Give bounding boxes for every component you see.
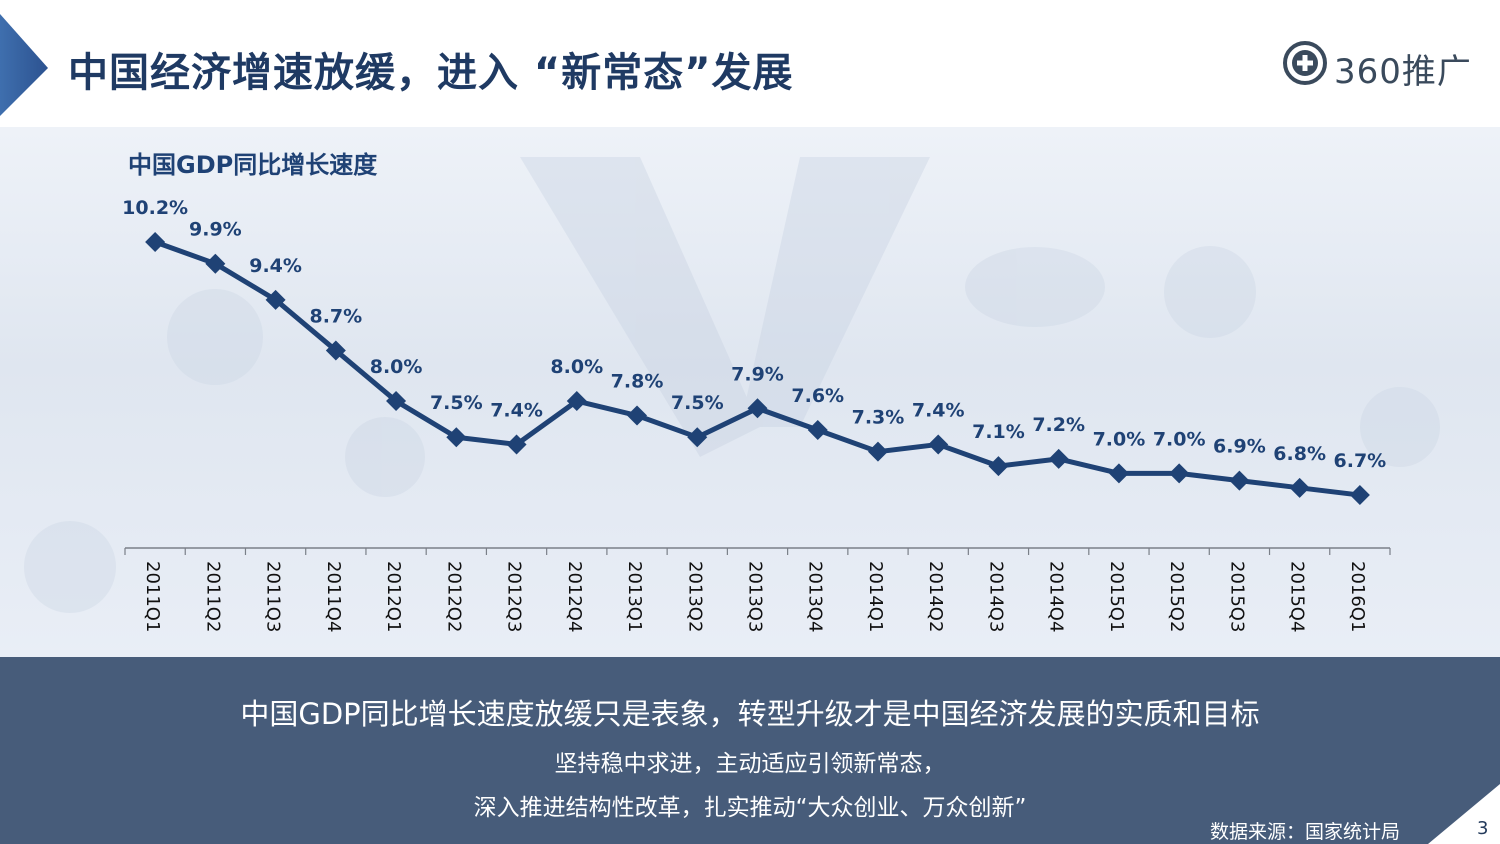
- x-tick-label: 2011Q1: [142, 561, 163, 632]
- x-tick-label: 2015Q2: [1166, 561, 1187, 632]
- data-point: [265, 289, 286, 310]
- x-tick-label: 2013Q4: [805, 561, 826, 632]
- x-tick-label: 2016Q1: [1347, 561, 1368, 632]
- x-tick-label: 2015Q1: [1106, 561, 1127, 632]
- corner-decoration: [1428, 784, 1500, 844]
- data-point: [1229, 470, 1250, 491]
- summary-main-text: 中国GDP同比增长速度放缓只是表象，转型升级才是中国经济发展的实质和目标: [240, 697, 1260, 731]
- header-arrow-decoration: [0, 14, 48, 116]
- data-point: [928, 434, 949, 455]
- data-source: 数据来源：国家统计局: [1210, 821, 1401, 843]
- data-point: [867, 441, 888, 462]
- data-point: [446, 427, 467, 448]
- data-point: [1048, 448, 1069, 469]
- x-tick-label: 2011Q3: [263, 561, 284, 632]
- x-tick-label: 2013Q1: [624, 561, 645, 632]
- x-tick-label: 2014Q3: [985, 561, 1006, 632]
- x-tick-label: 2014Q1: [865, 561, 886, 632]
- data-label: 7.9%: [731, 363, 784, 385]
- x-tick-label: 2012Q3: [504, 561, 525, 632]
- page-number: 3: [1477, 818, 1489, 839]
- x-tick-label: 2015Q4: [1287, 561, 1308, 632]
- data-point: [386, 391, 407, 412]
- summary-sub-text-1: 坚持稳中求进，主动适应引领新常态，: [554, 751, 946, 777]
- data-point: [506, 434, 527, 455]
- data-point: [566, 391, 587, 412]
- data-point: [1108, 463, 1129, 484]
- data-point: [1289, 477, 1310, 498]
- x-tick-label: 2011Q2: [202, 561, 223, 632]
- gdp-line-chart: 10.2%9.9% 9.4% 8.7% 8.0% 7.5% 7.4% 8.0% 7.8% 7.5…: [24, 157, 1440, 632]
- data-label: 7.4%: [912, 399, 965, 421]
- logo-text: 360推广: [1334, 52, 1472, 92]
- x-tick-label: 2014Q4: [1046, 561, 1067, 632]
- x-tick-label: 2013Q2: [684, 561, 705, 632]
- data-label: 6.9%: [1213, 436, 1266, 458]
- data-label: 8.0%: [370, 356, 423, 378]
- summary-sub-text-2: 深入推进结构性改革，扎实推动“大众创业、万众创新”: [473, 795, 1027, 821]
- logo-plus-icon: [1283, 41, 1327, 85]
- summary-panel: 中国GDP同比增长速度放缓只是表象，转型升级才是中国经济发展的实质和目标 坚持稳…: [0, 657, 1500, 844]
- data-label: 7.1%: [972, 421, 1025, 443]
- data-point: [747, 398, 768, 419]
- data-point: [1169, 463, 1190, 484]
- data-label: 7.5%: [671, 392, 724, 414]
- data-label: 8.0%: [550, 356, 603, 378]
- data-point: [988, 456, 1009, 477]
- data-label: 7.0%: [1153, 428, 1206, 450]
- data-point: [1349, 485, 1370, 506]
- chart-title: 中国GDP同比增长速度: [128, 151, 378, 179]
- slide-header: 中国经济增速放缓，进入 “新常态”发展 360推广: [0, 0, 1500, 128]
- data-point: [145, 232, 166, 252]
- data-point: [325, 340, 346, 361]
- data-point: [205, 253, 226, 274]
- data-label: 6.8%: [1273, 443, 1326, 465]
- data-label: 7.3%: [852, 407, 905, 429]
- slide-title: 中国经济增速放缓，进入 “新常态”发展: [68, 50, 794, 96]
- x-tick-label: 2015Q3: [1226, 561, 1247, 632]
- data-label: 7.2%: [1032, 414, 1085, 436]
- background-decoration: [24, 157, 1440, 613]
- data-point: [807, 419, 828, 440]
- x-tick-label: 2012Q2: [443, 561, 464, 632]
- data-point: [627, 405, 648, 426]
- data-label: 6.7%: [1334, 450, 1387, 472]
- data-point: [687, 427, 708, 448]
- data-label: 9.9%: [189, 219, 242, 241]
- x-tick-label: 2012Q1: [383, 561, 404, 632]
- chart-area: 10.2% 9.9% 9.4% 8.7% 8.0% 7.5% 7.4% 8.0% 7.8% 7.5…: [0, 127, 1500, 657]
- data-label: 7.8%: [611, 371, 664, 393]
- data-label: 8.7%: [309, 305, 362, 327]
- x-tick-label: 2014Q2: [925, 561, 946, 632]
- data-label: 7.0%: [1093, 428, 1146, 450]
- data-label: 7.5%: [430, 392, 483, 414]
- data-label: 7.6%: [791, 385, 844, 407]
- data-label: 9.4%: [249, 255, 302, 277]
- data-label: 7.4%: [490, 399, 543, 421]
- data-label: 10.2%: [122, 197, 188, 219]
- x-tick-label: 2011Q4: [323, 561, 344, 632]
- x-tick-label: 2013Q3: [745, 561, 766, 632]
- x-tick-label: 2012Q4: [564, 561, 585, 632]
